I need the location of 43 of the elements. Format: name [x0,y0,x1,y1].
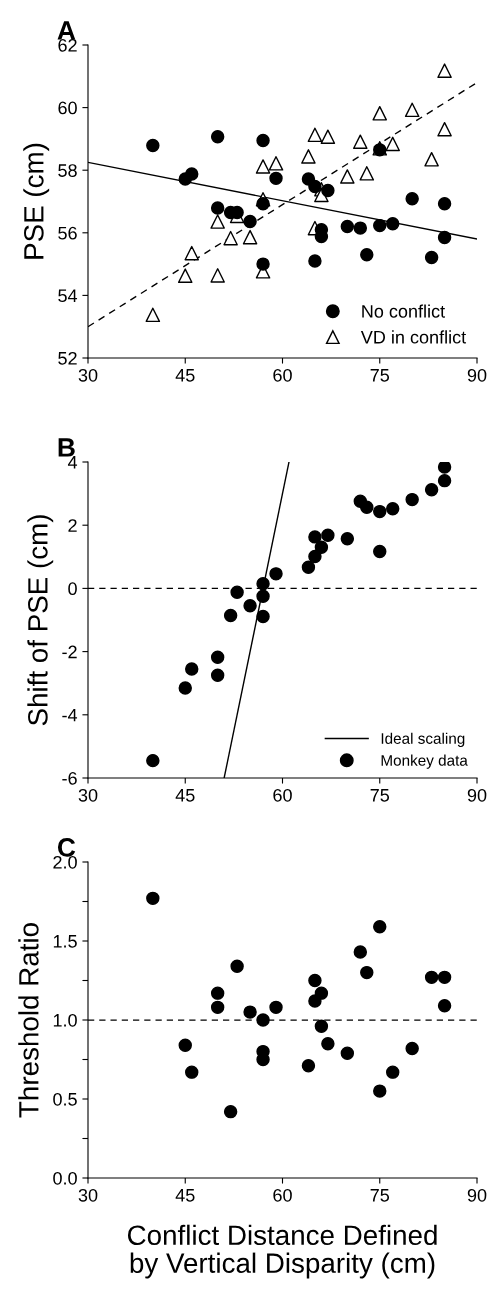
y-tick-label: 4 [67,456,78,469]
y-tick-label: 58 [58,164,77,177]
x-axis-title: Conflict Distance Defined by Vertical Disparity (cm) [127,1224,437,1279]
y-tick-label: 0 [68,582,77,596]
legend-label: No conflict [362,304,445,318]
y-tick-label: 0.5 [53,1092,77,1106]
y-tick-label: 62 [58,38,77,52]
x-tick-label: 45 [175,1189,195,1202]
x-tick-label: 45 [175,789,195,802]
chart-title: A [57,21,76,40]
x-tick-label: 60 [273,788,292,802]
x-tick-label: 90 [467,368,487,382]
x-tick-label: 75 [370,789,390,802]
y-tick-label: 1.0 [53,1013,77,1027]
y-tick-label: -2 [62,645,77,659]
x-tick-label: 75 [370,369,390,382]
y-axis-title: Threshold Ratio [18,923,39,1118]
y-tick-label: -6 [62,771,77,785]
x-tick-label: 45 [175,369,195,382]
chart-title: B [58,438,75,457]
x-tick-label: 60 [273,368,292,382]
x-tick-label: 30 [78,1188,98,1202]
legend-label: VD in conflict [360,330,467,344]
y-tick-label: 54 [58,289,78,303]
x-tick-label: 75 [370,1189,390,1202]
x-tick-label: 30 [78,368,98,382]
legend-label: Monkey data [381,754,468,769]
x-tick-label: 60 [273,1188,292,1202]
y-tick-label: 2.0 [53,855,77,869]
y-tick-label: 60 [58,101,77,115]
chart-title: C [57,838,76,857]
y-tick-label: 52 [58,351,77,365]
x-tick-label: 90 [467,1188,487,1202]
x-tick-label: 90 [467,788,487,802]
legend-label: Ideal scaling [381,732,465,747]
y-axis-title: PSE (cm) [23,143,50,259]
y-tick-label: 0.0 [53,1171,77,1185]
y-axis-title: Shift of PSE (cm) [27,515,54,726]
y-tick-label: -4 [62,708,78,722]
y-tick-label: 1.5 [53,935,77,948]
y-tick-label: 2 [68,519,77,532]
x-tick-label: 30 [78,788,98,802]
y-tick-label: 56 [58,226,77,240]
